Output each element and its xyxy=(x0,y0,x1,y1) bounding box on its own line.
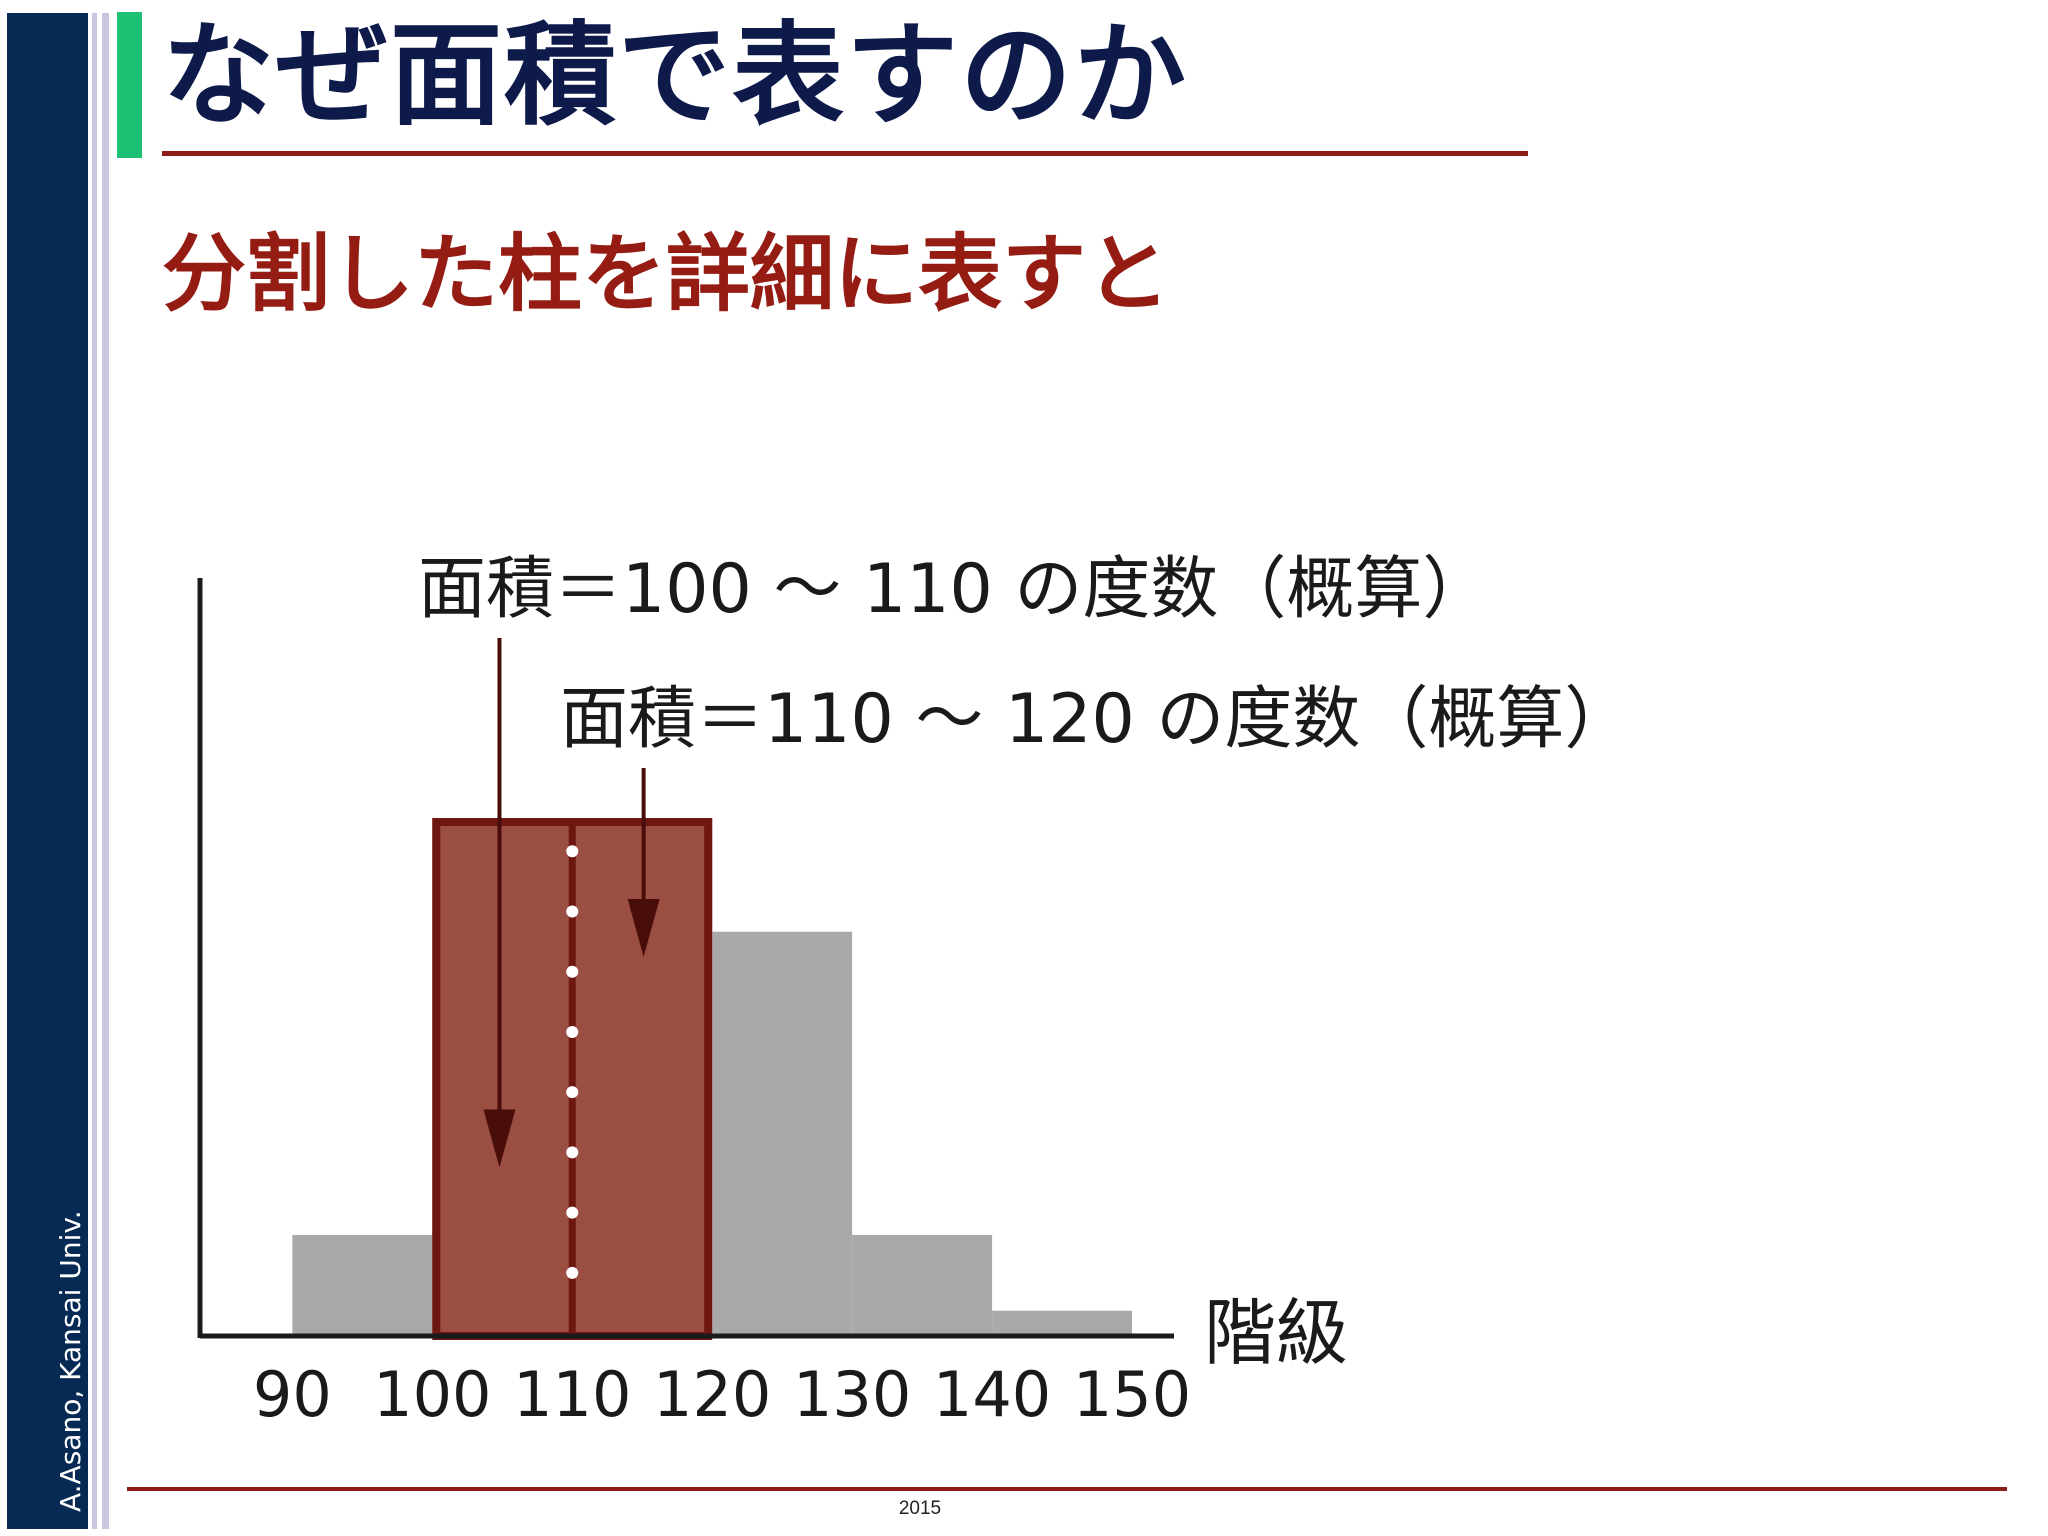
sidebar: A.Asano, Kansai Univ. xyxy=(7,13,88,1529)
divider-dot xyxy=(566,1086,579,1099)
decorative-line xyxy=(102,13,109,1529)
histogram-bar xyxy=(852,1234,993,1336)
title-accent-bar xyxy=(117,12,142,158)
divider-dot xyxy=(566,845,579,858)
slide-title: なぜ面積で表すのか xyxy=(162,11,1188,141)
x-tick-label: 110 xyxy=(513,1358,631,1431)
x-tick-label: 90 xyxy=(253,1358,332,1431)
divider-dot xyxy=(566,965,579,978)
annotation-label: 面積＝110 ～ 120 の度数（概算） xyxy=(560,680,1632,759)
divider-dot xyxy=(566,905,579,918)
title-underline xyxy=(162,151,1528,156)
annotation-label: 面積＝100 ～ 110 の度数（概算） xyxy=(418,550,1490,629)
x-axis-label: 階級 xyxy=(1204,1291,1348,1375)
histogram-bar xyxy=(432,818,573,1336)
x-tick-label: 150 xyxy=(1073,1358,1191,1431)
footer-year: 2015 xyxy=(898,1498,942,1519)
divider-dot xyxy=(566,785,579,798)
footer-rule xyxy=(127,1487,2007,1491)
histogram-bar xyxy=(992,1310,1133,1336)
slide-subtitle: 分割した柱を詳細に表すと xyxy=(162,225,1171,323)
annotations-layer: 面積＝100 ～ 110 の度数（概算） 面積＝110 ～ 120 の度数（概算） xyxy=(418,550,1632,1168)
divider-dot xyxy=(566,1025,579,1038)
annotation-arrow-head xyxy=(483,1109,516,1168)
histogram-bar xyxy=(292,1234,433,1336)
axes-layer: 階級 xyxy=(197,578,1348,1375)
divider-dot xyxy=(566,1146,579,1159)
divider-dot xyxy=(566,1206,579,1219)
tick-labels: 90 100 110 120 130 140 150 xyxy=(253,1358,1191,1431)
x-tick-label: 100 xyxy=(373,1358,491,1431)
x-tick-label: 130 xyxy=(793,1358,911,1431)
divider-dot xyxy=(566,724,579,737)
annotation-arrow-head xyxy=(627,899,660,957)
decorative-line xyxy=(92,13,97,1529)
histogram-bar xyxy=(712,931,853,1336)
divider-dot xyxy=(566,664,579,677)
divider-dot xyxy=(566,1266,579,1279)
x-tick-label: 120 xyxy=(653,1358,771,1431)
x-tick-label: 140 xyxy=(933,1358,1051,1431)
